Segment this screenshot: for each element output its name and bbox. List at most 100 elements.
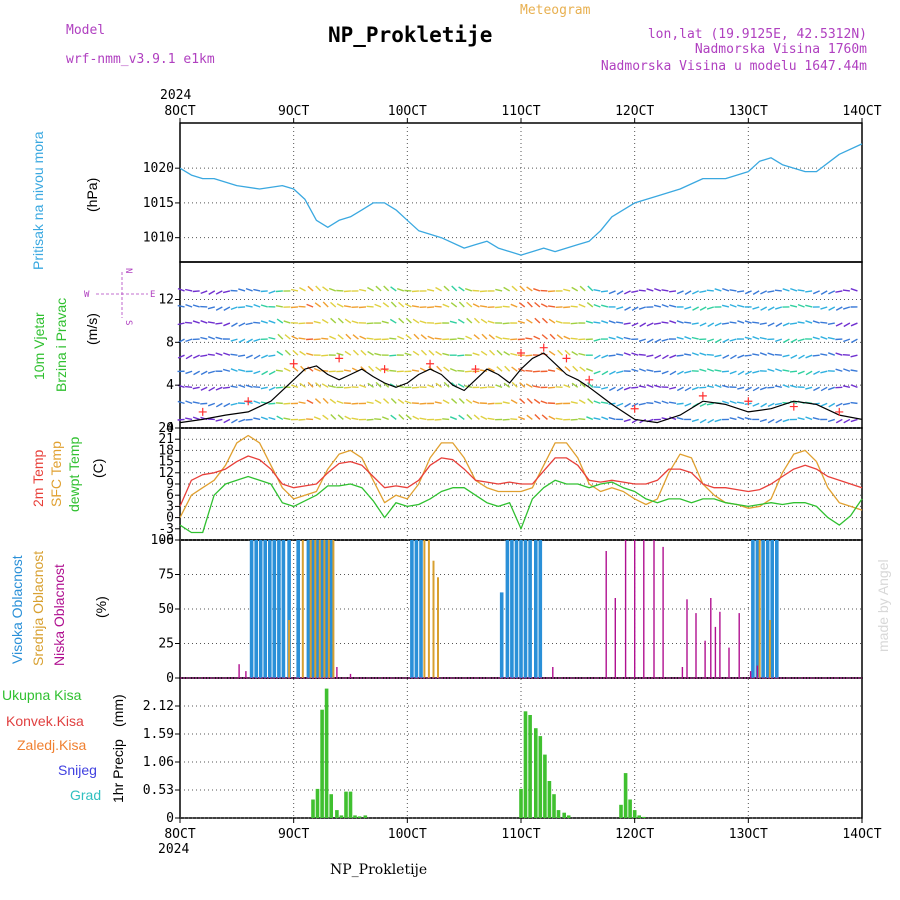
wind-arrow	[571, 382, 579, 388]
wind-arrow	[200, 320, 208, 324]
wind-arrow	[669, 416, 677, 421]
wind-arrow	[721, 370, 729, 373]
wind-arrow	[534, 317, 541, 324]
precip-bar	[623, 773, 628, 818]
wind-arrow	[813, 370, 820, 376]
wind-arrow	[729, 417, 737, 421]
low-cloud-bar	[662, 546, 664, 678]
wind-arrow	[767, 418, 775, 424]
low-cloud-bar	[749, 671, 752, 678]
wind-arrow	[525, 383, 533, 388]
wind-arrow	[337, 317, 344, 324]
wind-arrow	[593, 303, 601, 308]
wind-arrow	[519, 285, 526, 292]
wind-arrow	[457, 318, 465, 324]
low-cloud-bar	[719, 611, 721, 678]
wind-arrow	[699, 418, 707, 424]
wind-arrow	[526, 301, 533, 308]
wind-arrow	[706, 338, 715, 343]
wind-arrow	[449, 416, 457, 421]
wind-arrow	[366, 418, 374, 421]
wind-arrow	[344, 318, 352, 324]
wind-arrow	[653, 304, 662, 308]
wind-arrow	[411, 305, 420, 308]
wind-arrow	[706, 353, 714, 356]
wind-arrow	[237, 354, 246, 357]
wind-arrow	[578, 399, 586, 404]
wind-arrow	[383, 398, 390, 404]
wind-arrow	[714, 338, 722, 344]
wind-arrow	[511, 366, 518, 372]
wind-arrow	[472, 303, 480, 308]
wind-arrow	[443, 366, 450, 372]
location-text: lon,lat (19.9125E, 42.5312N)	[648, 27, 867, 42]
wind-arrow	[390, 398, 397, 404]
wind-arrow	[261, 354, 268, 359]
wind-arrow	[752, 370, 760, 374]
wind-arrow	[759, 322, 767, 325]
wind-arrow	[298, 418, 306, 421]
wind-arrow	[820, 353, 828, 356]
wind-arrow	[843, 368, 851, 372]
low-cloud-bar	[714, 626, 717, 678]
axis-layer: 10101015102004812-6-30369121518212402550…	[143, 118, 863, 826]
high-cloud-bar	[306, 540, 311, 678]
bottom-year: 2024	[158, 842, 189, 857]
wind-arrow	[268, 416, 276, 421]
wind-arrow	[661, 400, 669, 405]
wind-arrow	[790, 354, 798, 359]
wind-arrow	[850, 354, 858, 358]
wind-arrow	[684, 402, 692, 407]
gust-marker	[744, 397, 753, 406]
high-cloud-bar	[277, 540, 281, 678]
wind-arrow	[358, 306, 367, 309]
temp-2m-line	[179, 455, 863, 507]
wind-arrow	[737, 304, 745, 308]
wind-arrow	[420, 334, 427, 340]
wind-arrow	[820, 370, 828, 374]
wind-arrow	[706, 368, 715, 372]
high-cloud-bar	[254, 540, 258, 678]
wind-arrow	[215, 306, 223, 311]
wind-arrow	[253, 417, 261, 421]
wind-arrow	[653, 322, 661, 325]
wind-arrow	[676, 402, 684, 405]
wind-arrow	[480, 318, 488, 324]
wind-arrow	[336, 303, 344, 308]
wind-arrow	[449, 367, 457, 372]
wind-arrow	[638, 353, 646, 356]
wind-arrow	[322, 397, 329, 404]
wind-arrow	[479, 290, 488, 293]
wind-arrow	[283, 367, 291, 372]
wind-arrow	[533, 288, 541, 292]
wind-arrow	[313, 320, 321, 324]
bottom-date-label: 10OCT	[388, 827, 427, 842]
gust-marker	[380, 365, 389, 374]
wind-arrow	[563, 288, 571, 292]
wind-arrow	[343, 305, 352, 308]
wind-arrow	[215, 352, 223, 356]
low-cloud-bar	[349, 673, 352, 678]
wind-arrow	[434, 322, 442, 325]
wind-arrow	[534, 301, 541, 308]
wind-arrow	[759, 352, 767, 356]
wind-arrow	[812, 290, 820, 295]
wind-arrow	[428, 349, 435, 356]
wind-arrow	[465, 398, 473, 404]
wind-arrow	[547, 290, 556, 293]
wind-arrow	[714, 369, 722, 372]
wind-arrow	[420, 349, 427, 356]
wind-arrow	[540, 303, 548, 308]
wind-arrow	[480, 350, 488, 356]
wind-arrow	[245, 304, 253, 308]
wind-arrow	[533, 335, 541, 340]
wind-arrow	[593, 289, 601, 292]
wind-arrow	[752, 386, 760, 392]
wind-arrow	[572, 365, 579, 372]
footer-title: NP_Prokletije	[330, 862, 427, 878]
wind-arrow	[752, 321, 760, 324]
wind-arrow	[722, 400, 730, 405]
wind-arrow	[389, 318, 397, 324]
mid-cloud-bar	[768, 620, 771, 678]
wind-arrow	[404, 303, 412, 308]
